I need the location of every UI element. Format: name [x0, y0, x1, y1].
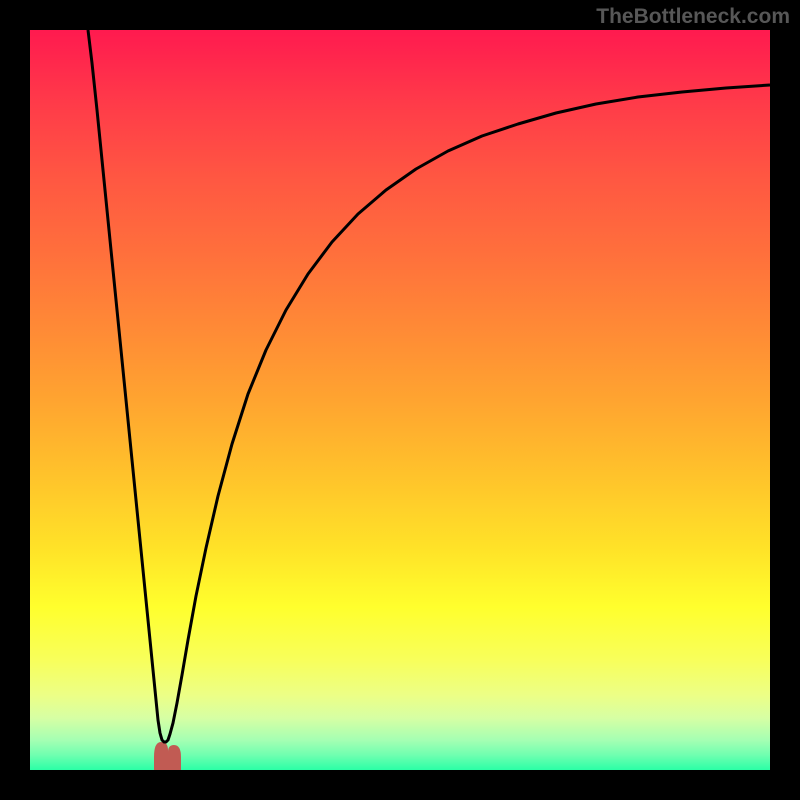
plot-area — [30, 30, 770, 770]
gradient-background — [30, 30, 770, 770]
watermark-text: TheBottleneck.com — [596, 5, 790, 29]
chart-svg — [30, 30, 770, 770]
chart-frame: TheBottleneck.com — [0, 0, 800, 800]
